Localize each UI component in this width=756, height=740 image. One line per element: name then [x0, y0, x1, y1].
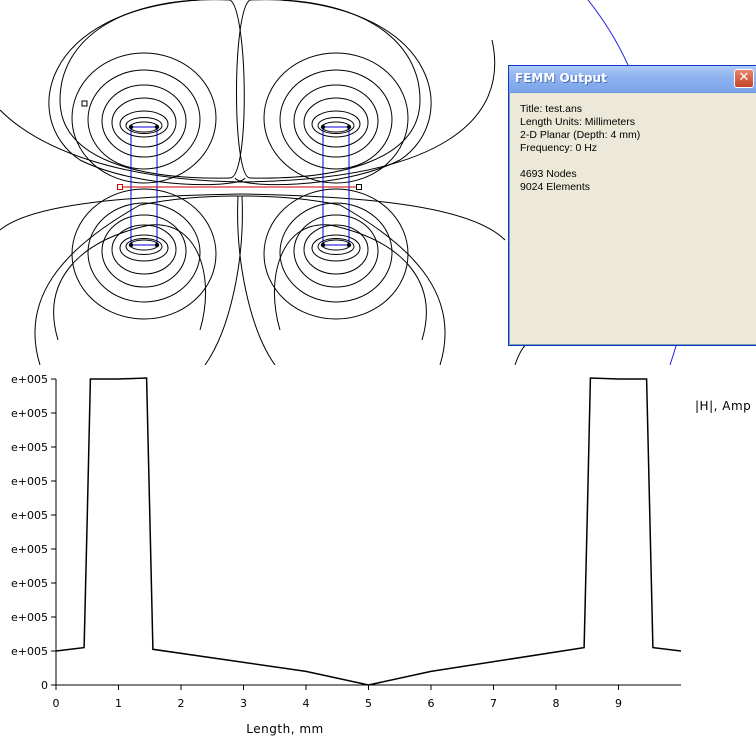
conductor-left[interactable]	[130, 126, 158, 246]
contour-line	[34, 195, 243, 365]
x-tick-label: 7	[490, 697, 497, 710]
contour-line	[273, 224, 427, 341]
boundary-arc	[587, 0, 629, 66]
window-title: FEMM Output	[515, 71, 607, 85]
conductor-right[interactable]	[322, 126, 350, 246]
contour-loop	[87, 69, 201, 170]
close-button[interactable]: ✕	[734, 69, 754, 88]
node-point	[346, 124, 352, 130]
node-point	[320, 242, 326, 248]
x-tick-label: 2	[178, 697, 185, 710]
contour-loop	[293, 214, 379, 288]
contour-loop	[119, 234, 169, 262]
contour-loop	[317, 117, 355, 134]
contour-line	[0, 109, 241, 183]
contour-loop	[293, 84, 379, 158]
x-tick-label: 0	[53, 697, 60, 710]
info-length-units: Length Units: Millimeters	[520, 116, 635, 128]
x-tick-label: 4	[303, 697, 310, 710]
contour-line	[234, 0, 432, 186]
x-tick-label: 6	[428, 697, 435, 710]
series-label: |H|, Amp	[695, 399, 751, 413]
contour-loop	[87, 202, 201, 303]
info-title: Title: test.ans	[520, 103, 583, 115]
flux-contours	[0, 0, 531, 365]
contour-loop	[263, 52, 409, 184]
y-tick-label: e+005	[11, 509, 48, 522]
contour-loop	[111, 97, 177, 148]
contour-line	[236, 0, 421, 179]
femm-output-window[interactable]: FEMM Output ✕ Title: test.ans Length Uni…	[508, 65, 756, 346]
block-label-marker[interactable]	[81, 100, 88, 107]
contour-line	[59, 0, 245, 179]
contour-line	[53, 224, 207, 341]
contour-loop	[279, 69, 393, 170]
contour-loop	[303, 97, 369, 148]
info-elements: 9024 Elements	[520, 181, 591, 193]
contour-line	[0, 193, 241, 231]
contour-loop	[111, 224, 177, 275]
x-tick-label: 5	[365, 697, 372, 710]
output-info: Title: test.ans Length Units: Millimeter…	[520, 103, 640, 194]
info-frequency: Frequency: 0 Hz	[520, 142, 598, 154]
node-point	[320, 124, 326, 130]
boundary-arc-lower	[669, 345, 677, 365]
y-tick-label: e+005	[11, 611, 48, 624]
x-tick-label: 1	[115, 697, 122, 710]
node-point	[346, 242, 352, 248]
contour-loop	[317, 238, 355, 255]
field-plot: 0 e+005 e+005 e+005 e+005 e+005 e+005 e+005 e+00…	[11, 373, 751, 736]
x-tick-label: 8	[553, 697, 560, 710]
contour-loop	[71, 52, 217, 184]
x-tick-label: 9	[615, 697, 622, 710]
contour-line	[239, 193, 506, 241]
y-tick-label: e+005	[11, 543, 48, 556]
y-tick-label: e+005	[11, 577, 48, 590]
contour-loop	[279, 202, 393, 303]
y-tick-label: 0	[41, 679, 48, 692]
x-axis-label: Length, mm	[246, 722, 323, 736]
info-planar: 2-D Planar (Depth: 4 mm)	[520, 129, 641, 141]
y-tick-label: e+005	[11, 645, 48, 658]
contour-endpoint-left[interactable]	[117, 184, 123, 190]
close-icon: ✕	[738, 70, 750, 85]
contour-loop	[311, 234, 361, 262]
y-tick-labels: 0 e+005 e+005 e+005 e+005 e+005 e+005 e+005 e+00…	[11, 373, 56, 692]
contour-line	[48, 0, 246, 186]
series-line-h-magnitude	[55, 377, 682, 686]
contour-loop	[303, 224, 369, 275]
y-tick-label: e+005	[11, 441, 48, 454]
flux-contour-view[interactable]	[0, 0, 756, 365]
info-nodes: 4693 Nodes	[520, 168, 577, 180]
y-tick-label: e+005	[11, 373, 48, 386]
y-tick-label: e+005	[11, 407, 48, 420]
x-tick-label: 3	[240, 697, 247, 710]
contour-loop	[311, 110, 361, 138]
contour-loop	[125, 117, 163, 134]
node-point	[154, 124, 160, 130]
contour-loop	[101, 214, 187, 288]
node-point	[128, 242, 134, 248]
contour-loop	[125, 238, 163, 255]
window-titlebar[interactable]: FEMM Output ✕	[509, 66, 756, 93]
contour-endpoint-right[interactable]	[356, 184, 362, 190]
contour-line	[237, 195, 446, 365]
contour-loop	[119, 110, 169, 138]
node-point	[128, 124, 134, 130]
node-point	[154, 242, 160, 248]
contour-loop	[101, 84, 187, 158]
contour-line	[239, 39, 496, 183]
conductor-nodes	[128, 124, 352, 248]
x-tick-labels: 0 1 2 3 4 5 6 7 8 9	[53, 685, 622, 710]
y-tick-label: e+005	[11, 475, 48, 488]
